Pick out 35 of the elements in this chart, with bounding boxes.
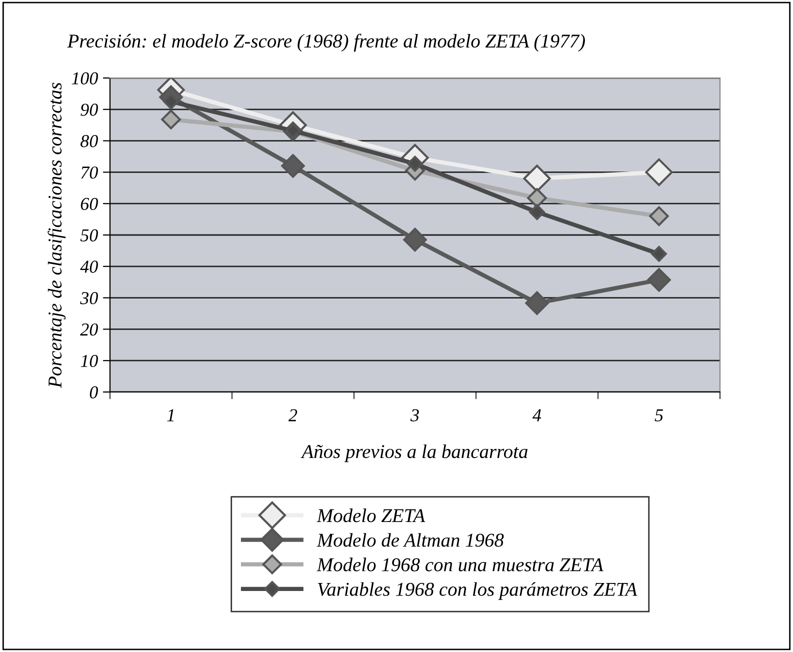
point: [523, 164, 551, 192]
y-tick-label: 60: [80, 198, 98, 210]
point: [403, 228, 427, 252]
point: [645, 158, 673, 186]
point: [529, 204, 545, 220]
legend-label: Modelo de Altman 1968: [316, 533, 504, 547]
y-tick-label: 80: [80, 135, 98, 148]
y-tick-label: 100: [72, 72, 98, 84]
x-axis-title: Años previos a la bancarrota: [300, 444, 528, 462]
y-tick-label: 70: [81, 166, 98, 179]
x-tick-label: 3: [410, 409, 419, 422]
y-tick-label: 50: [80, 229, 98, 242]
y-tick-label: 10: [80, 354, 98, 368]
y-tick-label: 30: [80, 292, 98, 304]
y-tick-label: 40: [80, 260, 98, 273]
point: [647, 268, 671, 292]
y-tick-label: 90: [80, 104, 98, 116]
x-tick-label: 5: [654, 409, 663, 422]
x-tick-label: 2: [288, 409, 298, 422]
point: [281, 154, 305, 178]
y-tick-label: 20: [80, 323, 98, 336]
point: [525, 291, 549, 315]
point: [161, 110, 181, 130]
legend-label: Modelo 1968 con una muestra ZETA: [316, 558, 604, 572]
x-tick-label: 1: [167, 409, 174, 422]
legend-label: Modelo ZETA: [316, 508, 426, 522]
y-tick-label: 0: [90, 386, 98, 398]
point: [527, 188, 547, 208]
point: [649, 206, 669, 226]
point: [651, 246, 667, 262]
y-axis-title: Porcentaje de clasificaciones correctas: [48, 82, 66, 388]
legend-label: Variables 1968 con los parámetros ZETA: [318, 582, 638, 600]
chart-title: Precisión: el modelo Z-score (1968) frente al modelo ZETA (1977): [67, 34, 585, 52]
x-tick-label: 4: [532, 409, 542, 422]
point: [407, 156, 423, 172]
